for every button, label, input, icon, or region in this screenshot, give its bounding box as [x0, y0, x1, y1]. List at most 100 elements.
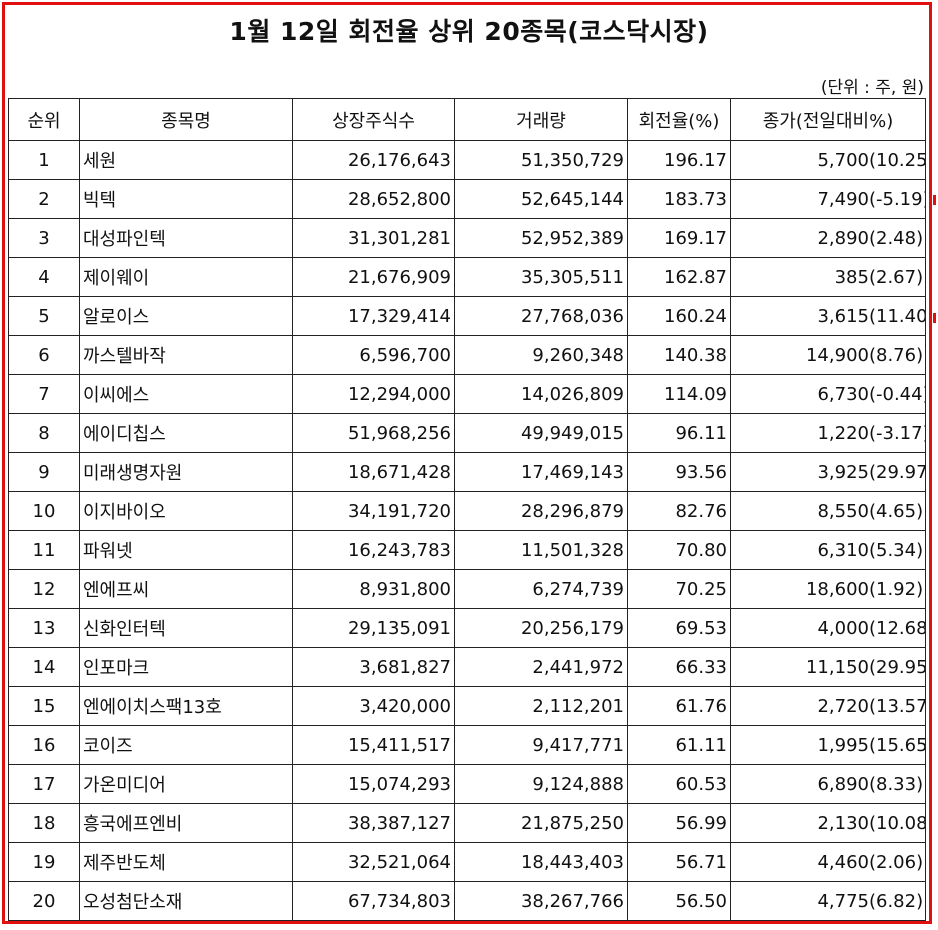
red-edge-mark — [933, 313, 936, 323]
listed-shares-cell: 32,521,064 — [292, 842, 455, 882]
change-percent: -3.17) — [876, 422, 926, 444]
listed-shares-cell: 21,676,909 — [292, 257, 455, 297]
turnover-cell: 70.80 — [627, 530, 731, 570]
table-row: 10 이지바이오 34,191,720 28,296,879 82.76 8,550(4.… — [8, 491, 926, 531]
close-cell: 7,490(-5.19) — [730, 179, 926, 219]
volume-cell: 17,469,143 — [454, 452, 628, 492]
close-price: 2,720( — [817, 695, 876, 717]
rank-cell: 18 — [8, 803, 80, 843]
stock-name-cell: 알로이스 — [79, 296, 293, 336]
close-cell: 3,615(11.40) — [730, 296, 926, 336]
close-price: 6,890( — [817, 773, 876, 795]
listed-shares-cell: 8,931,800 — [292, 569, 455, 609]
rank-cell: 14 — [8, 647, 80, 687]
table-row: 15 엔에이치스팩13호 3,420,000 2,112,201 61.76 2,720(… — [8, 686, 926, 726]
change-percent: 11.40) — [876, 305, 925, 327]
change-percent: 5.34) — [876, 539, 924, 561]
rank-cell: 16 — [8, 725, 80, 765]
close-price: 4,460( — [817, 851, 876, 873]
red-edge-mark — [933, 195, 936, 205]
listed-shares-cell: 15,074,293 — [292, 764, 455, 804]
stock-name-cell: 제이웨이 — [79, 257, 293, 297]
close-cell: 2,130(10.08) — [730, 803, 926, 843]
table-row: 13 신화인터텍 29,135,091 20,256,179 69.53 4,000(12… — [8, 608, 926, 648]
table-row: 8 에이디칩스 51,968,256 49,949,015 96.11 1,220(-3.… — [8, 413, 926, 453]
volume-cell: 2,112,201 — [454, 686, 628, 726]
close-cell: 385(2.67) — [730, 257, 926, 297]
listed-shares-cell: 29,135,091 — [292, 608, 455, 648]
close-cell: 2,890(2.48) — [730, 218, 926, 258]
rank-cell: 19 — [8, 842, 80, 882]
stock-name-cell: 이지바이오 — [79, 491, 293, 531]
listed-shares-cell: 26,176,643 — [292, 140, 455, 180]
volume-cell: 52,952,389 — [454, 218, 628, 258]
stock-name-cell: 가온미디어 — [79, 764, 293, 804]
close-price: 14,900( — [805, 344, 876, 366]
header-turnover: 회전율(%) — [627, 98, 731, 141]
table-body: 1세원26,176,64351,350,729196.175,700(10.25… — [8, 140, 926, 921]
close-cell: 8,550(4.65) — [730, 491, 926, 531]
close-price: 18,600( — [805, 578, 876, 600]
listed-shares-cell: 12,294,000 — [292, 374, 455, 414]
table-row: 2 빅텍 28,652,800 52,645,144 183.73 7,490(-5.19… — [8, 179, 926, 219]
turnover-cell: 140.38 — [627, 335, 731, 375]
table-row: 3 대성파인텍 31,301,281 52,952,389 169.17 2,890(2.… — [8, 218, 926, 258]
stock-name-cell: 인포마크 — [79, 647, 293, 687]
volume-cell: 6,274,739 — [454, 569, 628, 609]
close-price: 8,550( — [817, 500, 876, 522]
turnover-table: 순위 종목명 상장주식수 거래량 회전율(%) 종가(전일대비%) 1 세원 26,… — [8, 98, 926, 921]
close-price: 2,130( — [817, 812, 876, 834]
stock-name-cell: 빅텍 — [79, 179, 293, 219]
turnover-cell: 162.87 — [627, 257, 731, 297]
table-row: 11 파워넷 16,243,783 11,501,328 70.80 6,310(5.34… — [8, 530, 926, 570]
turnover-cell: 82.76 — [627, 491, 731, 531]
turnover-cell: 56.50 — [627, 881, 731, 921]
close-price: 1,220( — [817, 422, 876, 444]
close-price: 6,730( — [817, 383, 876, 405]
change-percent: 2.06) — [876, 851, 924, 873]
volume-cell: 20,256,179 — [454, 608, 628, 648]
close-cell: 18,600(1.92) — [730, 569, 926, 609]
table-row: 14 인포마크 3,681,827 2,441,972 66.33 11,150(29.9… — [8, 647, 926, 687]
volume-cell: 18,443,403 — [454, 842, 628, 882]
rank-cell: 7 — [8, 374, 80, 414]
change-percent: 1.92) — [876, 578, 924, 600]
close-price: 3,615( — [817, 305, 876, 327]
change-percent: -5.19) — [876, 188, 926, 210]
stock-name-cell: 오성첨단소재 — [79, 881, 293, 921]
turnover-cell: 70.25 — [627, 569, 731, 609]
turnover-cell: 61.11 — [627, 725, 731, 765]
stock-name-cell: 코이즈 — [79, 725, 293, 765]
listed-shares-cell: 3,681,827 — [292, 647, 455, 687]
rank-cell: 20 — [8, 881, 80, 921]
close-price: 7,490( — [817, 188, 876, 210]
stock-name-cell: 흥국에프엔비 — [79, 803, 293, 843]
volume-cell: 9,124,888 — [454, 764, 628, 804]
listed-shares-cell: 18,671,428 — [292, 452, 455, 492]
change-percent: 13.57) — [876, 695, 925, 717]
stock-name-cell: 제주반도체 — [79, 842, 293, 882]
header-name: 종목명 — [79, 98, 293, 141]
volume-cell: 27,768,036 — [454, 296, 628, 336]
table-row: 4 제이웨이 21,676,909 35,305,511 162.87 385(2.67) — [8, 257, 926, 297]
table-row: 6 까스텔바작 6,596,700 9,260,348 140.38 14,900(8.7… — [8, 335, 926, 375]
volume-cell: 51,350,729 — [454, 140, 628, 180]
rank-cell: 17 — [8, 764, 80, 804]
stock-name-cell: 이씨에스 — [79, 374, 293, 414]
rank-cell: 15 — [8, 686, 80, 726]
turnover-cell: 61.76 — [627, 686, 731, 726]
change-percent: 8.33) — [876, 773, 924, 795]
volume-cell: 14,026,809 — [454, 374, 628, 414]
close-price: 4,775( — [817, 890, 876, 912]
stock-name-cell: 엔에프씨 — [79, 569, 293, 609]
close-cell: 11,150(29.95) — [730, 647, 926, 687]
change-percent: 4.65) — [876, 500, 924, 522]
listed-shares-cell: 17,329,414 — [292, 296, 455, 336]
listed-shares-cell: 6,596,700 — [292, 335, 455, 375]
volume-cell: 38,267,766 — [454, 881, 628, 921]
turnover-cell: 56.99 — [627, 803, 731, 843]
stock-name-cell: 파워넷 — [79, 530, 293, 570]
rank-cell: 6 — [8, 335, 80, 375]
stock-name-cell: 까스텔바작 — [79, 335, 293, 375]
volume-cell: 9,417,771 — [454, 725, 628, 765]
